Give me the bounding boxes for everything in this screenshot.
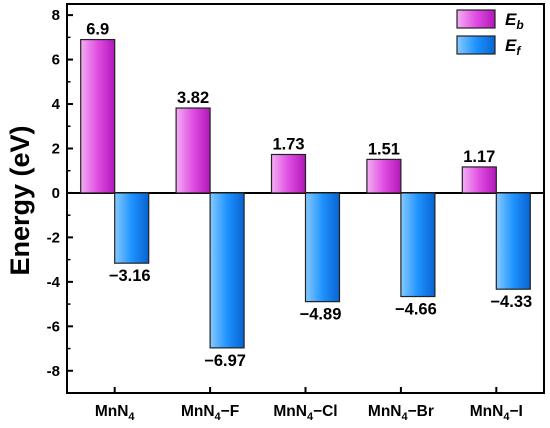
data-label-Ef: −4.89 — [300, 306, 342, 324]
x-tick-label: MnN4−Br — [368, 403, 434, 423]
bar-Ef — [495, 192, 531, 290]
bar-Ef — [304, 192, 341, 303]
y-tick-label: 2 — [52, 140, 60, 157]
legend-label-Eb: Eb — [505, 10, 524, 32]
x-tick-label: MnN4−F — [181, 403, 239, 423]
y-tick-label: 6 — [52, 52, 60, 69]
y-tick-label: 0 — [52, 185, 60, 202]
data-label-Ef: −4.33 — [490, 293, 532, 311]
data-label-Eb: 3.82 — [177, 89, 209, 107]
bar-Eb — [366, 158, 402, 194]
x-tick-label: MnN4−I — [470, 403, 523, 423]
data-label-Eb: 1.73 — [272, 135, 304, 153]
y-axis-label: Energy (eV) — [5, 125, 35, 275]
legend-swatch-Eb — [456, 9, 496, 29]
bar-Ef — [114, 192, 150, 264]
y-tick-label: 4 — [52, 96, 61, 113]
legend-label-Ef: Ef — [505, 36, 521, 58]
data-label-Eb: 6.9 — [86, 21, 109, 39]
bar-Eb — [80, 38, 116, 194]
bar-Eb — [175, 107, 211, 194]
data-label-Ef: −6.97 — [204, 352, 246, 370]
y-tick-label: -6 — [47, 318, 60, 335]
y-tick-label: 8 — [52, 7, 60, 24]
bar-Ef — [209, 192, 245, 349]
data-label-Eb: 1.51 — [368, 140, 400, 158]
data-label-Eb: 1.17 — [463, 148, 495, 166]
bar-Eb — [461, 166, 497, 194]
data-label-Ef: −4.66 — [395, 301, 437, 319]
y-tick-label: -4 — [47, 274, 61, 291]
plot-area: -8 -6 -4 -2 0 2 4 6 8 Energy (eV) 6.9 −3.16 MnN4 3.82… — [5, 3, 545, 423]
x-tick-label: MnN4−Cl — [273, 403, 337, 423]
bar-Ef — [400, 192, 436, 298]
x-tick-label: MnN4 — [95, 403, 136, 423]
y-tick-label: -8 — [47, 363, 60, 380]
y-tick-label: -2 — [47, 229, 60, 246]
legend-swatch-Ef — [456, 35, 496, 55]
bar-Eb — [270, 153, 307, 194]
data-label-Ef: −3.16 — [109, 267, 151, 285]
